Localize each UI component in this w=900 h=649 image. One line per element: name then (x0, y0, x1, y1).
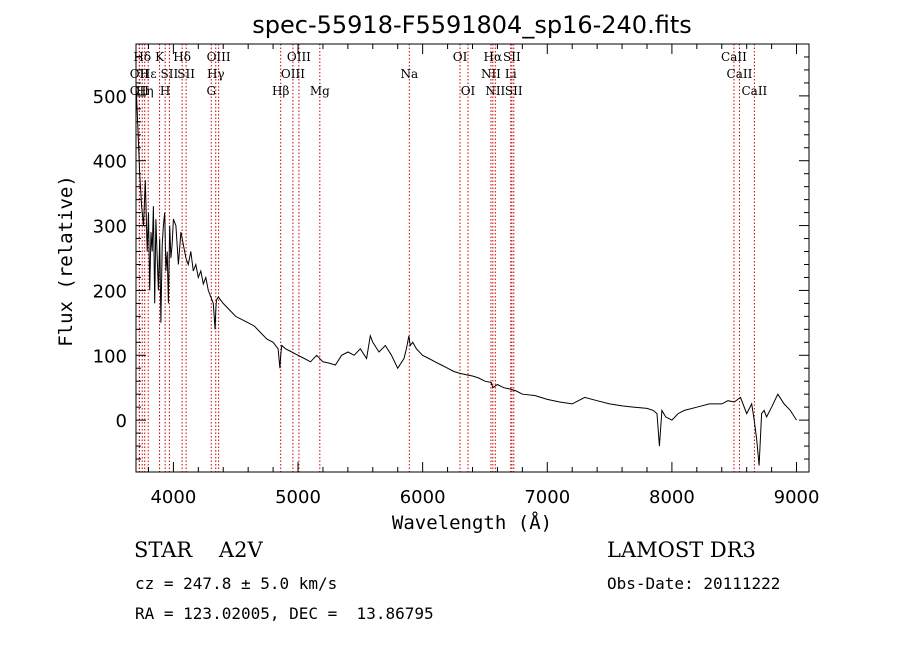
line-label: OI (453, 50, 468, 64)
line-label: CaII (727, 67, 753, 81)
line-label: OII (130, 67, 150, 81)
spectral-line-markers (138, 44, 755, 472)
line-label: SII (177, 67, 195, 81)
y-tick-label: 400 (93, 152, 127, 173)
x-tick-label: 9000 (774, 487, 820, 508)
survey-name: LAMOST DR3 (607, 538, 756, 562)
line-label: Hβ (272, 84, 289, 98)
line-label: SII (161, 67, 179, 81)
line-label: SII (505, 84, 523, 98)
y-tick-label: 300 (93, 217, 127, 238)
chart-title: spec-55918-F5591804_sp16-240.fits (252, 11, 691, 39)
redshift-cz: cz = 247.8 ± 5.0 km/s (135, 574, 338, 593)
line-label: OII (130, 84, 150, 98)
spectrum-line (135, 82, 797, 466)
line-label: OIII (281, 67, 305, 81)
x-tick-label: 5000 (275, 487, 321, 508)
line-label: Hδ (173, 50, 191, 64)
line-label: G (206, 84, 216, 98)
line-label: CaII (721, 50, 747, 64)
x-tick-label: 8000 (649, 487, 695, 508)
line-label: OIII (287, 50, 311, 64)
line-label: NII (481, 67, 501, 81)
line-label: Hδ (133, 50, 151, 64)
x-tick-label: 6000 (400, 487, 446, 508)
line-label: Hη (136, 84, 154, 98)
ra-dec: RA = 123.02005, DEC = 13.86795 (135, 604, 434, 623)
line-label: H (160, 84, 170, 98)
y-tick-label: 500 (93, 87, 127, 108)
plot-frame (135, 43, 810, 473)
x-axis-label: Wavelength (Å) (392, 511, 552, 534)
line-label: Hγ (207, 67, 225, 81)
line-label: Hα (484, 50, 503, 64)
line-label: Mg (310, 84, 330, 98)
line-label: K (155, 50, 165, 64)
y-axis-label: Flux (relative) (55, 175, 77, 347)
spectral-line-labels: OII OII Hδ Hη Hε K H SII Hδ SII G Hγ OIII Hβ OIII OIII M… (130, 50, 768, 98)
line-label: OI (461, 84, 476, 98)
y-tick-label: 100 (93, 346, 127, 367)
line-label: OIII (207, 50, 231, 64)
line-label: CaII (741, 84, 767, 98)
x-axis-ticks: 4000 5000 6000 7000 8000 9000 (147, 44, 820, 508)
line-label: Li (505, 67, 517, 81)
line-label: Na (400, 67, 418, 81)
x-tick-label: 4000 (150, 487, 196, 508)
x-tick-label: 7000 (524, 487, 570, 508)
y-tick-label: 0 (116, 411, 127, 432)
line-label: SII (503, 50, 521, 64)
line-label: NII (485, 84, 505, 98)
obs-date: Obs-Date: 20111222 (607, 574, 781, 593)
y-tick-label: 200 (93, 281, 127, 302)
object-class: STAR A2V (134, 538, 263, 562)
line-label: Hε (140, 67, 157, 81)
y-axis-ticks: 0 100 200 300 400 500 (93, 56, 809, 460)
